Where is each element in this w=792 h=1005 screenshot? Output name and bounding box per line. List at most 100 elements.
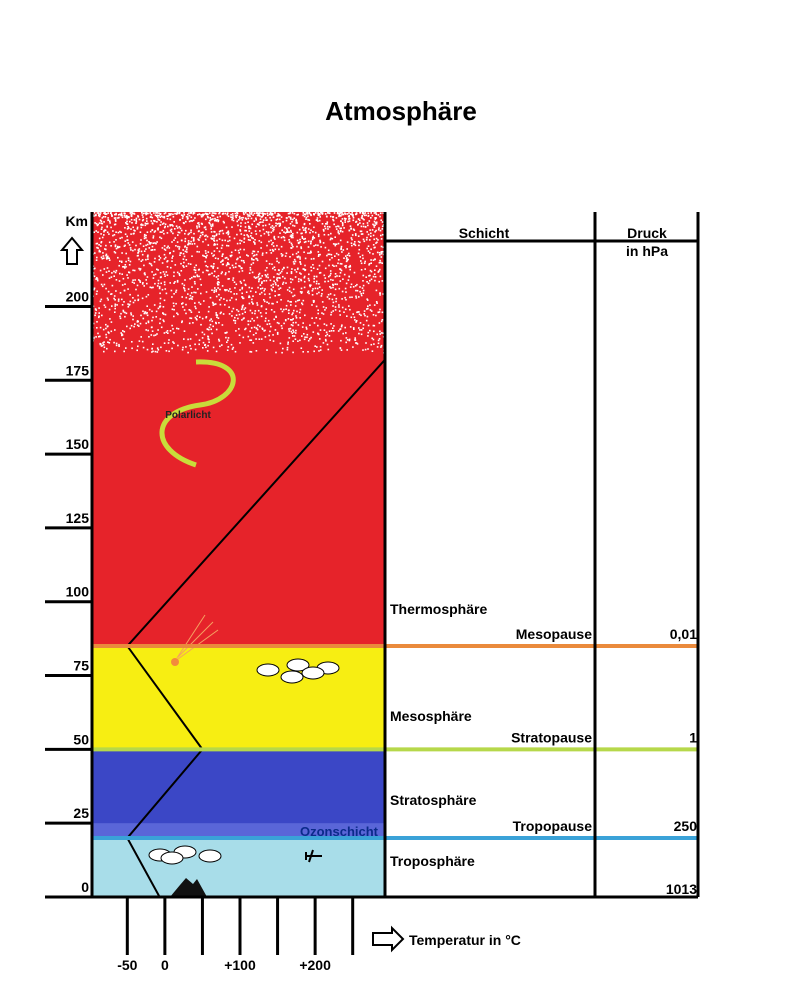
speckle bbox=[266, 301, 268, 303]
speckle bbox=[249, 320, 252, 322]
speckle bbox=[245, 218, 248, 220]
speckle bbox=[151, 222, 154, 224]
speckle bbox=[99, 326, 102, 329]
speckle bbox=[238, 252, 240, 254]
speckle bbox=[172, 255, 174, 257]
speckle bbox=[259, 325, 261, 328]
speckle bbox=[365, 238, 368, 241]
speckle bbox=[256, 214, 259, 217]
speckle bbox=[137, 294, 139, 297]
speckle bbox=[96, 290, 98, 293]
speckle bbox=[278, 288, 280, 290]
speckle bbox=[182, 252, 185, 255]
speckle bbox=[145, 248, 147, 250]
speckle bbox=[373, 224, 375, 227]
speckle bbox=[367, 212, 370, 215]
speckle bbox=[292, 340, 294, 342]
speckle bbox=[244, 311, 246, 313]
speckle bbox=[95, 259, 98, 261]
speckle bbox=[164, 275, 166, 277]
speckle bbox=[183, 255, 186, 258]
layer-name: Thermosphäre bbox=[390, 601, 487, 617]
speckle bbox=[374, 231, 376, 233]
speckle bbox=[379, 275, 382, 278]
speckle bbox=[302, 322, 304, 324]
speckle bbox=[309, 231, 311, 234]
speckle bbox=[127, 242, 130, 244]
speckle bbox=[221, 260, 224, 262]
speckle bbox=[280, 236, 283, 239]
speckle bbox=[235, 330, 237, 332]
speckle bbox=[217, 220, 219, 223]
speckle bbox=[285, 227, 288, 230]
speckle bbox=[237, 310, 240, 313]
speckle bbox=[251, 252, 254, 255]
speckle bbox=[177, 328, 180, 330]
speckle bbox=[189, 344, 191, 347]
speckle bbox=[185, 216, 188, 218]
speckle bbox=[135, 217, 138, 220]
speckle bbox=[348, 220, 351, 222]
speckle bbox=[331, 264, 334, 267]
speckle bbox=[174, 237, 177, 239]
speckle bbox=[285, 252, 288, 255]
speckle bbox=[191, 296, 194, 298]
speckle bbox=[247, 217, 250, 220]
speckle bbox=[191, 220, 194, 222]
speckle bbox=[319, 253, 321, 256]
speckle bbox=[345, 282, 348, 285]
speckle bbox=[261, 254, 264, 256]
speckle bbox=[286, 217, 288, 219]
speckle bbox=[318, 272, 321, 274]
speckle bbox=[288, 231, 290, 233]
speckle bbox=[125, 252, 127, 255]
speckle bbox=[366, 222, 369, 224]
speckle bbox=[282, 347, 284, 350]
speckle bbox=[208, 326, 211, 329]
speckle bbox=[199, 316, 201, 318]
speckle bbox=[206, 212, 208, 215]
speckle bbox=[292, 245, 294, 248]
speckle bbox=[341, 251, 343, 253]
speckle bbox=[358, 219, 361, 222]
speckle bbox=[341, 213, 343, 216]
speckle bbox=[243, 317, 245, 319]
speckle bbox=[356, 311, 358, 314]
speckle bbox=[218, 340, 221, 342]
speckle bbox=[367, 348, 369, 350]
speckle bbox=[176, 327, 178, 330]
speckle bbox=[366, 281, 368, 283]
speckle bbox=[198, 311, 200, 313]
speckle bbox=[99, 250, 101, 253]
speckle bbox=[130, 214, 133, 216]
speckle bbox=[129, 327, 131, 330]
speckle bbox=[247, 323, 250, 326]
speckle bbox=[369, 239, 371, 241]
speckle bbox=[339, 314, 341, 316]
speckle bbox=[338, 304, 340, 306]
speckle bbox=[207, 251, 210, 253]
speckle bbox=[200, 215, 203, 218]
speckle bbox=[273, 266, 276, 268]
speckle bbox=[164, 288, 167, 290]
speckle bbox=[95, 222, 98, 225]
speckle bbox=[308, 279, 310, 282]
speckle bbox=[362, 222, 365, 225]
speckle bbox=[165, 350, 168, 352]
speckle bbox=[212, 304, 215, 306]
speckle bbox=[226, 244, 228, 247]
speckle bbox=[309, 284, 311, 286]
speckle bbox=[298, 278, 300, 280]
speckle bbox=[245, 229, 247, 232]
speckle bbox=[313, 237, 316, 239]
speckle bbox=[297, 324, 300, 326]
speckle bbox=[110, 330, 113, 333]
speckle bbox=[119, 317, 122, 320]
speckle bbox=[122, 277, 125, 280]
speckle bbox=[264, 217, 267, 219]
speckle bbox=[100, 220, 103, 223]
speckle bbox=[190, 220, 192, 222]
speckle bbox=[310, 242, 312, 245]
speckle bbox=[245, 291, 248, 293]
